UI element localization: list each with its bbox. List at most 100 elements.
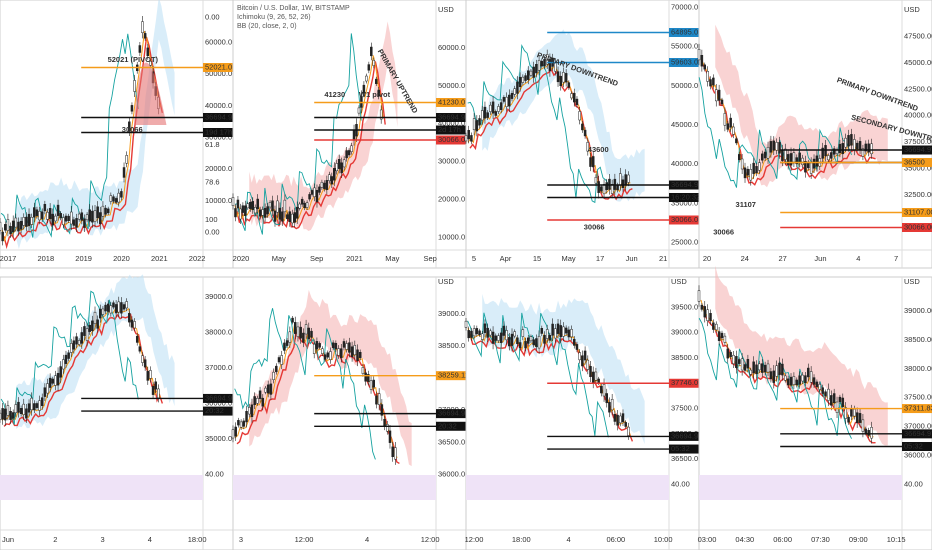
- candle: [589, 366, 592, 378]
- candle: [250, 404, 254, 417]
- time-label: 2: [53, 535, 57, 544]
- candle: [99, 212, 102, 225]
- candle: [357, 107, 361, 114]
- time-label: Apr: [500, 254, 512, 263]
- price-badge-text: 30066.00: [904, 222, 932, 231]
- candle: [870, 143, 873, 155]
- candle: [120, 302, 123, 314]
- candle: [104, 304, 107, 312]
- candle: [610, 399, 614, 411]
- price-label: 35000.00: [671, 198, 702, 207]
- candle: [778, 142, 781, 154]
- candle: [556, 323, 560, 334]
- price-label: 40000.00: [671, 159, 702, 168]
- price-label: 40.00: [904, 479, 923, 488]
- annotation: 30066: [713, 227, 734, 236]
- candle: [48, 208, 52, 219]
- candle: [38, 211, 41, 221]
- candle: [567, 329, 571, 338]
- price-badge-text: 41230.00: [438, 97, 469, 106]
- candle: [4, 224, 7, 231]
- candle: [706, 309, 709, 321]
- lagging-span: [467, 44, 609, 204]
- candle: [513, 88, 516, 95]
- candle: [589, 157, 592, 167]
- candle: [70, 211, 73, 225]
- candle: [864, 428, 868, 434]
- time-label: 12:00: [465, 535, 484, 544]
- candle: [17, 221, 20, 232]
- price-badge-text: 61.8: [205, 140, 220, 149]
- candle: [540, 328, 544, 334]
- candle: [778, 362, 781, 375]
- candle: [821, 387, 824, 394]
- candle: [264, 387, 267, 393]
- price-label: 0.00: [205, 227, 220, 236]
- price-label: 36500.00: [438, 437, 469, 446]
- candle: [499, 102, 503, 110]
- candle: [824, 391, 827, 397]
- price-badge: [902, 429, 932, 439]
- panel-frame: [232, 0, 467, 269]
- candle: [600, 386, 603, 394]
- candle: [141, 21, 144, 34]
- candle: [101, 308, 105, 315]
- candle: [340, 348, 343, 359]
- candle: [72, 340, 76, 350]
- candle: [562, 326, 565, 337]
- candle: [335, 163, 338, 172]
- candle: [775, 365, 778, 377]
- candle: [475, 328, 479, 335]
- candle: [303, 202, 306, 209]
- candle: [377, 393, 381, 405]
- price-badge-text: 2d 17h: [438, 125, 461, 134]
- candle: [709, 313, 712, 322]
- candle: [258, 209, 262, 217]
- candle: [594, 176, 598, 184]
- time-label: 09:00: [849, 535, 868, 544]
- candle: [367, 374, 370, 382]
- price-label: USD: [904, 277, 920, 286]
- rsi-pane: [466, 475, 669, 500]
- candle: [624, 422, 627, 427]
- time-label: 4: [566, 535, 570, 544]
- price-badge: [669, 58, 699, 67]
- candle: [122, 167, 126, 178]
- candle: [855, 412, 859, 424]
- candle: [602, 184, 606, 195]
- candle: [231, 429, 235, 439]
- candle: [17, 401, 20, 413]
- price-badge: [203, 393, 233, 403]
- price-badge: [669, 193, 699, 202]
- candle: [286, 214, 289, 220]
- candle: [251, 201, 255, 210]
- candle: [256, 398, 259, 404]
- candle: [746, 359, 750, 369]
- candle: [75, 336, 78, 345]
- price-badge: [436, 409, 466, 419]
- candle: [627, 426, 630, 436]
- price-badge-text: 36694.97: [904, 145, 932, 154]
- time-label: 21: [659, 254, 667, 263]
- candle: [340, 162, 343, 174]
- candle: [605, 182, 608, 191]
- candle: [835, 401, 839, 413]
- ichimoku-cloud: [482, 29, 645, 202]
- price-label: 36000.00: [904, 451, 932, 460]
- candle: [268, 202, 272, 208]
- candle: [723, 113, 727, 126]
- candle: [581, 123, 584, 131]
- candle: [1, 231, 4, 242]
- candle: [717, 331, 721, 341]
- candle: [600, 186, 603, 192]
- lagging-span: [698, 77, 852, 188]
- candle: [497, 106, 500, 112]
- candle: [491, 101, 495, 114]
- candle: [318, 343, 321, 348]
- candle: [720, 99, 724, 105]
- candle: [570, 93, 573, 99]
- price-label: 32500.00: [904, 190, 932, 199]
- price-label: 40000.00: [438, 119, 469, 128]
- candle: [815, 381, 819, 388]
- candle: [749, 369, 753, 375]
